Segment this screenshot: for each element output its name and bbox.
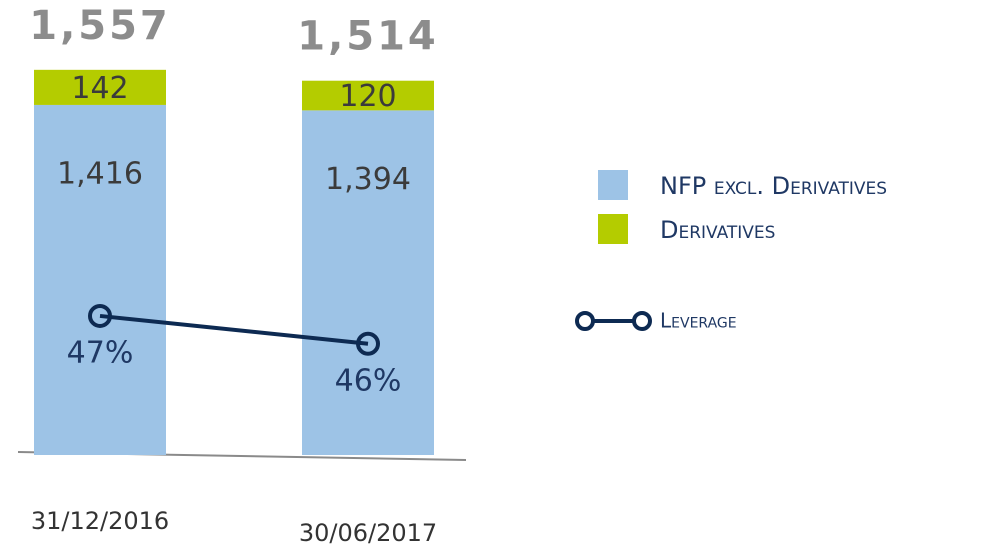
line-value-label: 47%	[67, 335, 134, 370]
bar-segment	[302, 110, 434, 455]
line-marker	[356, 331, 380, 356]
legend-swatch	[598, 170, 628, 200]
line	[99, 313, 369, 346]
bar-segment	[34, 104, 166, 455]
legend-swatch	[598, 214, 628, 244]
legend-label: Derivatives	[660, 216, 775, 244]
legend-label: Leverage	[660, 309, 737, 333]
x-tick-label: 30/06/2017	[299, 519, 437, 547]
bar-value-label: 1,394	[325, 162, 411, 197]
total-label: 1,557	[29, 3, 171, 49]
bar-value-label: 1,416	[57, 156, 143, 191]
bar-value-label: 142	[71, 71, 128, 106]
legend-marker	[575, 311, 595, 331]
line-value-label: 46%	[335, 363, 402, 398]
total-label: 1,514	[297, 14, 439, 60]
line-marker	[88, 303, 112, 328]
legend-marker	[632, 311, 652, 331]
bar-segment	[34, 69, 166, 105]
bar-value-label: 120	[339, 79, 396, 114]
bar-segment	[302, 80, 434, 111]
legend-label: NFP excl. Derivatives	[660, 172, 887, 200]
x-tick-label: 31/12/2016	[31, 507, 169, 535]
